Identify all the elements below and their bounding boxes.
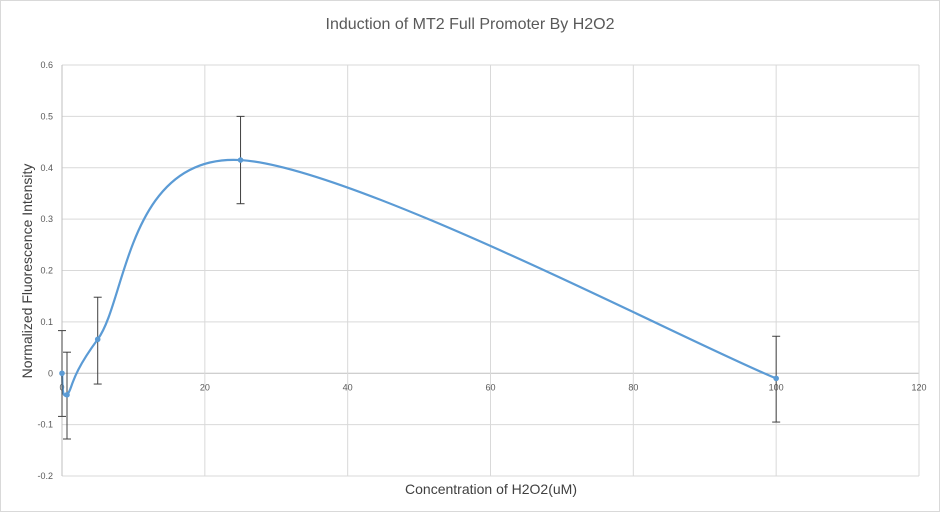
data-point (59, 370, 65, 377)
x-axis-label: Concentration of H2O2(uM) (405, 481, 577, 497)
x-tick-label: 60 (485, 382, 495, 392)
y-tick-label: -0.2 (37, 471, 53, 481)
x-tick-label: 80 (628, 382, 638, 392)
y-axis-label: Normalized Fluorescence Intensity (19, 164, 35, 379)
chart-title: Induction of MT2 Full Promoter By H2O2 (326, 16, 615, 33)
data-point (64, 392, 70, 398)
x-tick-label: 20 (200, 382, 210, 392)
y-tick-label: 0.6 (40, 60, 53, 70)
data-point (773, 375, 779, 382)
x-tick-label: 40 (343, 382, 353, 392)
series-line (60, 158, 777, 397)
x-tick-label: 120 (911, 382, 926, 392)
y-tick-label: -0.1 (37, 420, 53, 430)
data-point (94, 336, 101, 343)
y-tick-label: 0 (48, 368, 53, 378)
y-tick-label: 0.5 (40, 111, 53, 121)
data-point (237, 157, 244, 163)
y-tick-label: 0.3 (40, 214, 53, 224)
y-tick-label: 0.2 (40, 266, 53, 276)
y-tick-label: 0.4 (40, 163, 53, 173)
y-tick-label: 0.1 (40, 317, 53, 327)
